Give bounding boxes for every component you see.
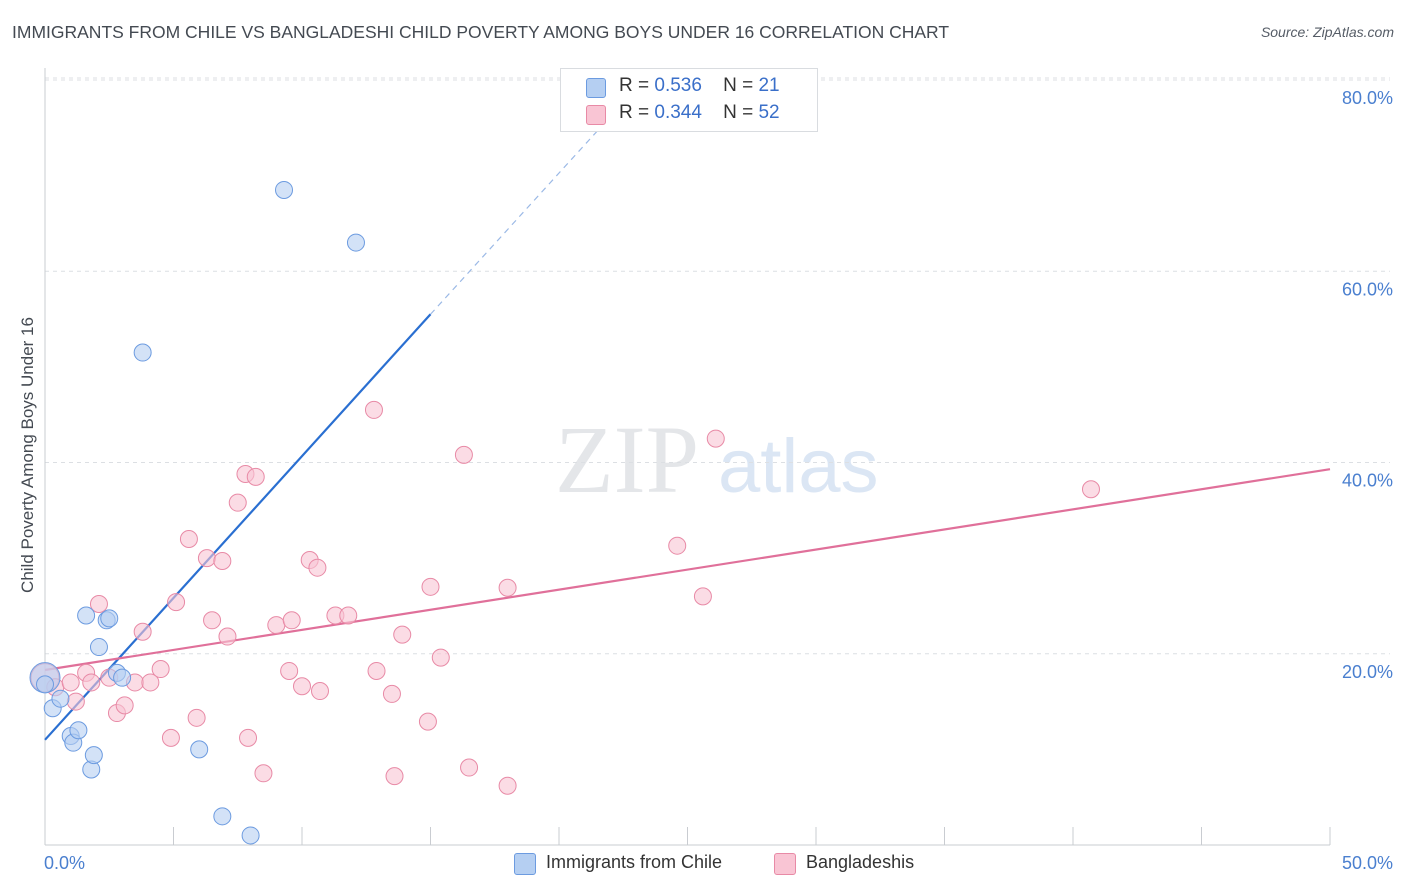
point-bangladeshis [693,587,712,606]
point-bangladeshis [498,776,517,795]
tick-labels: 20.0% 40.0% 60.0% 80.0% 0.0% 50.0% [44,88,1393,873]
y-tick-label: 60.0% [1342,279,1393,299]
point-chile [190,740,209,759]
point-bangladeshis [267,616,286,635]
point-bangladeshis [418,712,437,731]
point-bangladeshis [364,400,383,419]
point-bangladeshis [460,758,479,777]
point-bangladeshis [308,558,327,577]
point-bangladeshis [228,493,247,512]
bottom-legend-label-chile: Immigrants from Chile [546,852,723,872]
bottom-legend-label-bangladeshis: Bangladeshis [806,852,915,872]
watermark-zip: ZIP [555,406,699,513]
point-bangladeshis [133,622,152,641]
point-bangladeshis [218,627,237,646]
source-label: Source: ZipAtlas.com [1260,24,1394,40]
point-chile [51,689,70,708]
point-bangladeshis [89,595,108,614]
point-bangladeshis [66,692,85,711]
legend-r-value: 0.344 [654,102,702,123]
point-chile [133,343,152,362]
bottom-legend-swatch-chile [514,853,536,875]
point-chile [84,746,103,765]
watermark: ZIP atlas [555,406,879,513]
legend-n-value: 52 [758,102,780,123]
point-bangladeshis [431,648,450,667]
data-points [29,180,1100,845]
point-bangladeshis [179,530,198,548]
legend-swatch-bangladeshis [586,105,606,125]
point-bangladeshis [385,767,404,786]
point-bangladeshis [498,578,517,597]
point-bangladeshis [203,611,222,630]
y-tick-label: 80.0% [1342,88,1393,108]
watermark-atlas: atlas [718,424,879,509]
point-bangladeshis [339,606,358,625]
point-bangladeshis [421,577,440,596]
point-bangladeshis [197,549,216,568]
legend-n-value: 21 [758,75,780,96]
point-bangladeshis [239,728,258,747]
point-bangladeshis [367,661,386,680]
point-bangladeshis [1081,480,1100,499]
point-bangladeshis [246,467,265,486]
point-chile [89,638,108,657]
point-bangladeshis [393,625,412,644]
legend-r-label: R = [619,75,650,96]
point-bangladeshis [310,682,329,701]
point-chile [113,668,132,687]
point-bangladeshis [167,593,186,612]
point-bangladeshis [161,728,180,747]
gridlines [45,77,1390,655]
point-bangladeshis [454,445,473,464]
legend-n-label: N = [723,102,754,123]
legend-n-label: N = [723,75,754,96]
point-bangladeshis [254,764,273,783]
y-tick-label: 20.0% [1342,662,1393,682]
legend-r-value: 0.536 [654,75,702,96]
point-chile [77,606,96,625]
point-chile [241,826,260,845]
chart-title: IMMIGRANTS FROM CHILE VS BANGLADESHI CHI… [12,22,950,42]
y-axis-label: Child Poverty Among Boys Under 16 [18,317,37,593]
point-bangladeshis [187,708,206,727]
point-bangladeshis [280,661,299,680]
trend-line-bangladeshis [44,468,1331,672]
point-bangladeshis [213,551,232,570]
point-bangladeshis [61,673,80,692]
point-chile [346,233,365,252]
x-tick-label: 0.0% [44,853,85,873]
point-chile [213,807,232,826]
bottom-legend-swatch-bangladeshis [774,853,796,875]
y-tick-label: 40.0% [1342,471,1393,491]
point-bangladeshis [382,684,401,703]
legend-r-label: R = [619,102,650,123]
axes [44,68,1331,846]
point-chile [100,609,119,628]
point-bangladeshis [668,536,687,555]
point-bangladeshis [82,673,101,692]
x-tick-label: 50.0% [1342,853,1393,873]
stats-legend: R = 0.536 N = 21 R = 0.344 N = 52 [560,68,818,132]
point-chile [275,180,294,199]
legend-swatch-chile [586,78,606,98]
point-bangladeshis [115,696,134,715]
point-bangladeshis [151,660,170,679]
point-bangladeshis [282,611,301,630]
point-chile [69,721,88,740]
point-bangladeshis [706,429,725,448]
point-bangladeshis [141,673,160,692]
point-bangladeshis [293,677,311,696]
trend-line-chile-extension [430,130,598,315]
point-chile [36,675,54,694]
